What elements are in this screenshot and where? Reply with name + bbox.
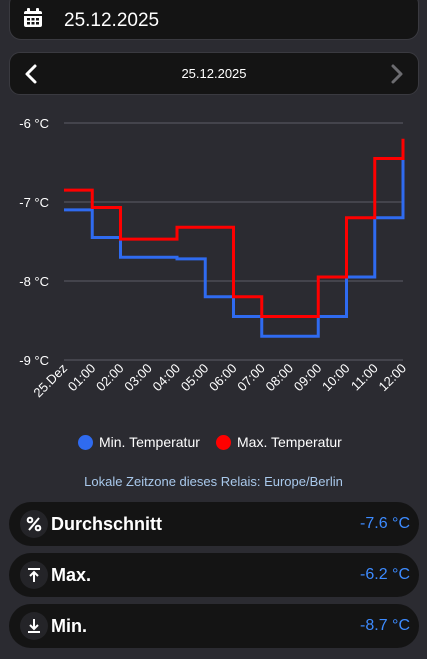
chevron-left-icon[interactable] (22, 63, 42, 85)
legend-item-max[interactable]: Max. Temperatur (216, 434, 342, 450)
stat-min-value: -8.7 °C (360, 617, 410, 634)
x-tick-label: 07:00 (234, 361, 268, 395)
series-line-min (64, 158, 405, 338)
stat-max-label: Max. (51, 565, 92, 585)
arrow-up-bar-icon (20, 561, 48, 589)
legend-label-max: Max. Temperatur (237, 434, 342, 450)
x-tick-label: 09:00 (291, 361, 325, 395)
x-tick-label: 04:00 (150, 361, 184, 395)
stat-average-value: -7.6 °C (360, 515, 410, 532)
stat-max-value: -6.2 °C (360, 566, 410, 583)
x-tick-label: 12:00 (376, 361, 410, 395)
x-tick-label: 06:00 (206, 361, 240, 395)
series-line-max (64, 138, 405, 319)
day-navigation: 25.12.2025 (9, 52, 419, 95)
legend-swatch-min (78, 434, 93, 450)
stat-min: Min. -8.7 °C (9, 604, 419, 648)
x-tick-label: 01:00 (65, 361, 99, 395)
stat-average-label: Durchschnitt (51, 514, 163, 534)
percent-icon (20, 510, 48, 538)
date-value: 25.12.2025 (64, 10, 160, 31)
x-tick-label: 02:00 (93, 361, 127, 395)
legend-label-min: Min. Temperatur (99, 434, 200, 450)
y-tick-label: -6 °C (19, 116, 49, 131)
current-day-title: 25.12.2025 (181, 66, 247, 81)
x-tick-label: 05:00 (178, 361, 212, 395)
chart-legend: Min. Temperatur Max. Temperatur (0, 434, 427, 454)
x-tick-label: 08:00 (263, 361, 297, 395)
y-tick-label: -8 °C (19, 274, 49, 289)
calendar-icon (24, 8, 42, 27)
x-tick-label: 10:00 (319, 361, 353, 395)
y-tick-label: -9 °C (19, 353, 49, 368)
chevron-right-icon[interactable] (386, 63, 406, 85)
y-tick-label: -7 °C (19, 195, 49, 210)
x-tick-label: 11:00 (348, 361, 381, 394)
legend-swatch-max (216, 434, 231, 450)
stat-average: Durchschnitt -7.6 °C (9, 502, 419, 546)
timezone-note: Lokale Zeitzone dieses Relais: Europe/Be… (84, 474, 343, 489)
stat-max: Max. -6.2 °C (9, 553, 419, 597)
x-tick-label: 03:00 (121, 361, 155, 395)
arrow-down-bar-icon (20, 612, 48, 640)
temperature-chart: -6 °C-7 °C-8 °C-9 °C 25.Dez01:0002:0003:… (19, 116, 410, 400)
date-picker-field[interactable]: 25.12.2025 (9, 0, 419, 40)
stat-min-label: Min. (51, 616, 87, 636)
legend-item-min[interactable]: Min. Temperatur (78, 434, 200, 450)
